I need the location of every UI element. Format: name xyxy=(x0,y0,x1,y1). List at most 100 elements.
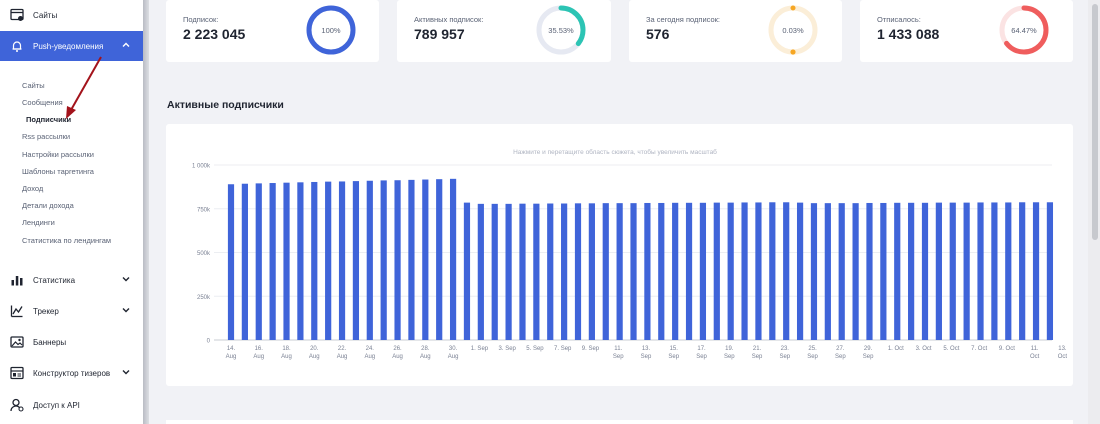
sidebar-item-banners[interactable]: Баннеры xyxy=(0,327,143,357)
chevron-down-icon[interactable] xyxy=(121,274,131,284)
x-tick-label: 9. Sep xyxy=(582,346,600,352)
stats-icon xyxy=(10,273,24,287)
chart-bar[interactable] xyxy=(297,182,304,340)
sidebar-item-label: Конструктор тизеров xyxy=(33,368,111,378)
chart-bar[interactable] xyxy=(672,202,679,340)
chart-bar[interactable] xyxy=(838,203,845,340)
sidebar-item-tracker[interactable]: Трекер xyxy=(0,296,143,326)
page-scrollbar[interactable] xyxy=(1088,0,1100,424)
chart-bar[interactable] xyxy=(658,202,665,340)
chart-bar[interactable] xyxy=(644,202,651,340)
chart-bar[interactable] xyxy=(699,202,707,340)
chart-bar[interactable] xyxy=(713,202,720,340)
stat-card-unsubscribed: Отписалось: 1 433 088 64.47% xyxy=(860,0,1073,62)
section-title: Активные подписчики xyxy=(167,99,284,111)
chart-bar[interactable] xyxy=(921,202,929,340)
active-subscribers-chart[interactable]: Нажмите и перетащите область сюжета, что… xyxy=(166,124,1073,386)
chart-bar[interactable] xyxy=(338,181,346,340)
y-tick-label: 0 xyxy=(207,339,211,345)
sidebar-item-sites[interactable]: Сайты xyxy=(0,0,143,30)
chart-bar[interactable] xyxy=(463,202,471,340)
chart-bar[interactable] xyxy=(810,203,818,340)
chart-bar[interactable] xyxy=(227,184,235,340)
chart-bar[interactable] xyxy=(949,202,956,340)
chart-bar[interactable] xyxy=(366,180,373,340)
submenu-item-landing-stats[interactable]: Статистика по лендингам xyxy=(22,236,112,245)
chart-bar[interactable] xyxy=(935,202,942,340)
chart-bar[interactable] xyxy=(255,183,262,340)
submenu-item-rss[interactable]: Rss рассылки xyxy=(22,132,71,141)
chart-panel[interactable]: Нажмите и перетащите область сюжета, что… xyxy=(166,124,1073,386)
sidebar-item-api-access[interactable]: Доступ к API xyxy=(0,390,143,420)
chart-bar[interactable] xyxy=(588,203,595,340)
stat-card-today-subscriptions: За сегодня подписок: 576 0.03% xyxy=(629,0,842,62)
chart-bar[interactable] xyxy=(783,202,790,340)
chart-bar[interactable] xyxy=(269,183,276,340)
chart-bar[interactable] xyxy=(241,183,248,340)
chart-bar[interactable] xyxy=(491,203,498,340)
chart-bar[interactable] xyxy=(769,202,776,340)
sidebar-item-statistics[interactable]: Статистика xyxy=(0,265,143,295)
chart-bar[interactable] xyxy=(602,203,609,340)
scrollbar-thumb[interactable] xyxy=(1092,4,1098,240)
chart-bar[interactable] xyxy=(616,203,623,340)
chart-bar[interactable] xyxy=(630,203,637,340)
chart-bar[interactable] xyxy=(1046,202,1054,340)
chart-bar[interactable] xyxy=(963,202,970,340)
chart-bar[interactable] xyxy=(1019,202,1026,340)
submenu-item-messages[interactable]: Сообщения xyxy=(22,98,63,107)
submenu-item-landings[interactable]: Лендинги xyxy=(22,218,55,227)
chart-bar[interactable] xyxy=(352,181,360,340)
submenu-item-sites[interactable]: Сайты xyxy=(22,81,45,90)
chart-bar[interactable] xyxy=(852,203,859,340)
chart-bar[interactable] xyxy=(741,202,748,340)
x-tick-label: 3. Oct xyxy=(916,346,932,352)
chart-bar[interactable] xyxy=(561,203,568,341)
x-tick-label: 1. Oct xyxy=(888,346,904,352)
chart-bar[interactable] xyxy=(449,178,457,340)
x-tick-label: 7. Sep xyxy=(554,346,572,352)
sidebar-item-teaser-builder[interactable]: Конструктор тизеров xyxy=(0,358,143,388)
submenu-item-income-details[interactable]: Детали дохода xyxy=(22,201,74,210)
chart-bar[interactable] xyxy=(283,182,290,340)
chart-bar[interactable] xyxy=(436,179,443,340)
chart-bar[interactable] xyxy=(1005,202,1012,340)
chevron-down-icon[interactable] xyxy=(121,305,131,315)
stat-value: 789 957 xyxy=(414,26,465,42)
submenu-item-targeting-templates[interactable]: Шаблоны таргетинга xyxy=(22,167,94,176)
chart-bar[interactable] xyxy=(505,203,512,340)
chart-bar[interactable] xyxy=(477,203,484,340)
chart-bar[interactable] xyxy=(755,202,762,340)
chart-bar[interactable] xyxy=(727,202,734,340)
x-tick-label: 1. Sep xyxy=(471,346,489,352)
chart-bar[interactable] xyxy=(880,202,887,340)
chart-bar[interactable] xyxy=(519,203,526,340)
chart-bar[interactable] xyxy=(866,202,873,340)
chevron-down-icon[interactable] xyxy=(121,367,131,377)
chart-bar[interactable] xyxy=(325,181,332,340)
chart-bar[interactable] xyxy=(422,179,429,340)
stat-value: 1 433 088 xyxy=(877,26,940,42)
chart-bar[interactable] xyxy=(311,181,318,340)
chart-bar[interactable] xyxy=(894,202,901,340)
chart-bar[interactable] xyxy=(824,203,831,340)
chart-bar[interactable] xyxy=(547,203,554,341)
submenu-item-mailing-settings[interactable]: Настройки рассылки xyxy=(22,150,94,159)
chart-bar[interactable] xyxy=(408,179,415,340)
chevron-up-icon[interactable] xyxy=(121,40,131,50)
chart-bar[interactable] xyxy=(1032,202,1040,340)
chart-bar[interactable] xyxy=(533,203,540,340)
sidebar-item-push[interactable]: Push-уведомления xyxy=(0,31,143,61)
chart-bar[interactable] xyxy=(991,202,998,340)
chart-bar[interactable] xyxy=(394,180,401,340)
chart-bar[interactable] xyxy=(380,180,387,340)
chart-bar[interactable] xyxy=(977,202,984,340)
x-tick-label: 3. Sep xyxy=(499,346,517,352)
submenu-item-income[interactable]: Доход xyxy=(22,184,44,193)
submenu-item-subscribers[interactable]: Подписчики xyxy=(26,115,72,124)
x-tick-label: 13. Sep xyxy=(641,346,652,360)
chart-bar[interactable] xyxy=(574,203,582,340)
chart-bar[interactable] xyxy=(908,202,915,340)
chart-bar[interactable] xyxy=(796,202,804,340)
chart-bar[interactable] xyxy=(685,202,693,340)
